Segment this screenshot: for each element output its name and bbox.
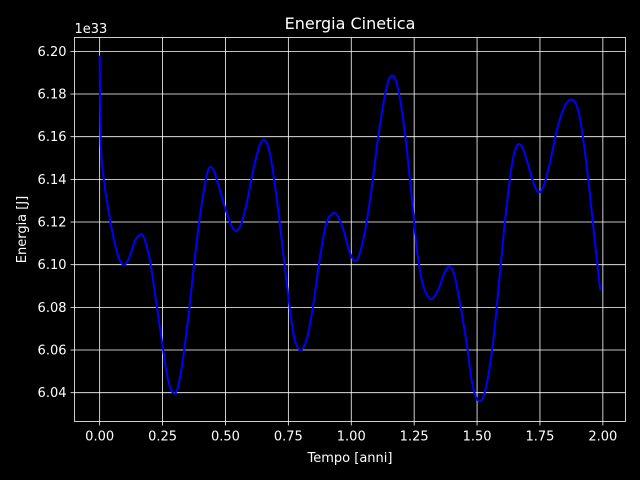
- x-tick-label: 2.00: [588, 430, 617, 445]
- x-tick-label: 0.75: [274, 430, 303, 445]
- y-axis-label: Energia [J]: [15, 196, 30, 264]
- y-tick-label: 6.16: [38, 130, 67, 145]
- y-tick-label: 6.14: [38, 173, 67, 188]
- x-tick-label: 1.75: [525, 430, 554, 445]
- x-tick-label: 0.50: [211, 430, 240, 445]
- series-line: [98, 55, 602, 403]
- x-tick-label: 1.25: [400, 430, 429, 445]
- y-tick-label: 6.10: [38, 258, 67, 273]
- x-tick-label: 0.00: [85, 430, 114, 445]
- ticks: 0.00 0.25 0.50 0.75 1.00 1.25 1.50 1.75 2.00 6.04…: [38, 45, 618, 445]
- grid: [74, 37, 626, 422]
- x-axis-label: Tempo [anni]: [307, 451, 393, 466]
- y-tick-label: 6.08: [38, 301, 67, 316]
- y-tick-label: 6.12: [38, 216, 67, 231]
- axes-frame: [74, 37, 626, 422]
- y-tick-label: 6.20: [38, 45, 67, 60]
- chart-title: Energia Cinetica: [285, 14, 416, 33]
- y-tick-label: 6.06: [38, 344, 67, 359]
- x-tick-label: 0.25: [148, 430, 177, 445]
- y-offset-label: 1e33: [75, 22, 108, 37]
- x-tick-label: 1.00: [337, 430, 366, 445]
- plot-area: [98, 55, 602, 403]
- y-tick-label: 6.04: [38, 386, 67, 401]
- x-tick-label: 1.50: [463, 430, 492, 445]
- y-tick-label: 6.18: [38, 88, 67, 103]
